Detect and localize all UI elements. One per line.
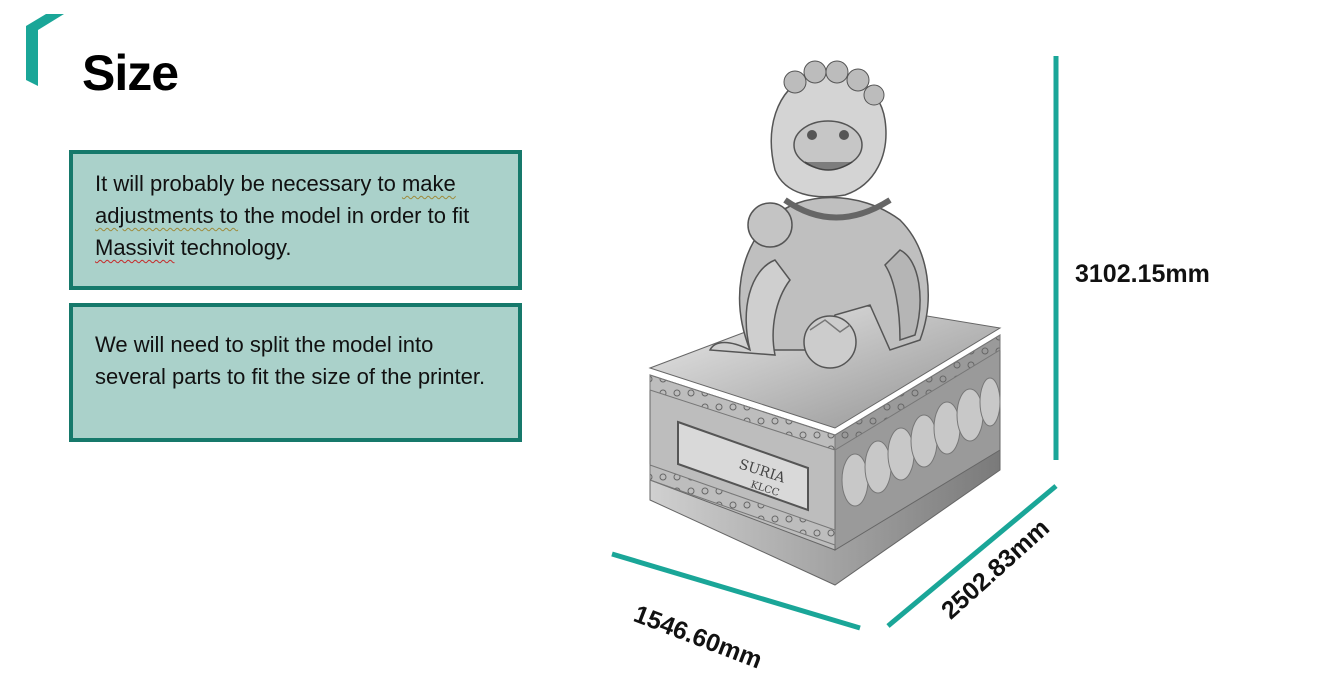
grammar-flag-word: make (401, 171, 456, 196)
corner-accent-shape (26, 14, 64, 86)
note-text-part: It will probably be necessary to (95, 171, 402, 196)
plaque (677, 420, 809, 512)
lion-leg-right (884, 249, 921, 342)
note-box-split: We will need to split the model into sev… (69, 303, 522, 442)
depth-dimension-line (886, 484, 1058, 628)
note-text-part: technology. (174, 235, 292, 260)
note-box-adjustments: It will probably be necessary to make ad… (69, 150, 522, 290)
height-dimension-label: 3102.15mm (1075, 260, 1210, 288)
grammar-flag-phrase: adjustments to (95, 203, 239, 228)
note-text: We will need to split the model into sev… (95, 332, 486, 389)
note-text-part: the model in order to fit (238, 203, 470, 228)
spelling-flag-word: Massivit (95, 235, 175, 260)
width-dimension-line (611, 551, 861, 631)
lion-leg-left (708, 259, 791, 356)
lion-statue-illustration: SURIA KLCC (648, 60, 1002, 586)
slide-title: Size (82, 45, 179, 101)
